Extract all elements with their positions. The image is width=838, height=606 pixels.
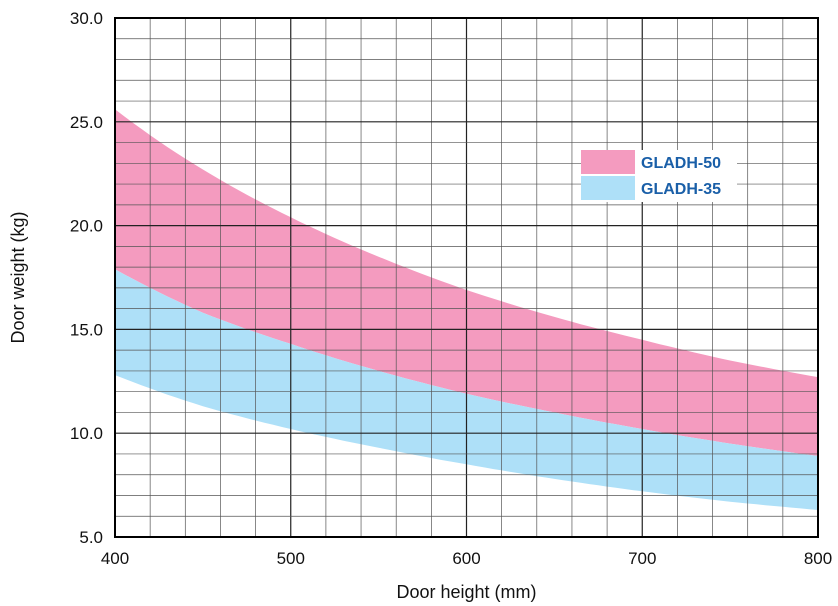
y-tick-label: 15.0 xyxy=(70,320,103,339)
x-tick-label: 700 xyxy=(628,549,656,568)
x-tick-label: 400 xyxy=(101,549,129,568)
y-tick-label: 10.0 xyxy=(70,424,103,443)
y-tick-label: 30.0 xyxy=(70,9,103,28)
legend-label-gladh-35: GLADH-35 xyxy=(641,181,721,198)
y-tick-label: 5.0 xyxy=(79,528,103,547)
y-axis-title: Door weight (kg) xyxy=(8,211,28,343)
legend: GLADH-50 GLADH-35 xyxy=(581,150,737,202)
x-tick-label: 800 xyxy=(804,549,832,568)
x-axis-title: Door height (mm) xyxy=(396,582,536,602)
y-tick-label: 25.0 xyxy=(70,113,103,132)
y-tick-label: 20.0 xyxy=(70,217,103,236)
legend-label-gladh-50: GLADH-50 xyxy=(641,155,721,172)
legend-swatch-gladh-50 xyxy=(581,150,635,174)
x-tick-label: 500 xyxy=(277,549,305,568)
legend-items: GLADH-50 GLADH-35 xyxy=(581,150,721,200)
tick-labels-layer: 400 500 600 700 800 5.0 10.0 15.0 20.0 25.0 30.0 xyxy=(70,9,832,568)
grid-layer xyxy=(114,17,819,538)
x-tick-label: 600 xyxy=(452,549,480,568)
legend-swatch-gladh-35 xyxy=(581,176,635,200)
plot-frame xyxy=(114,17,819,538)
